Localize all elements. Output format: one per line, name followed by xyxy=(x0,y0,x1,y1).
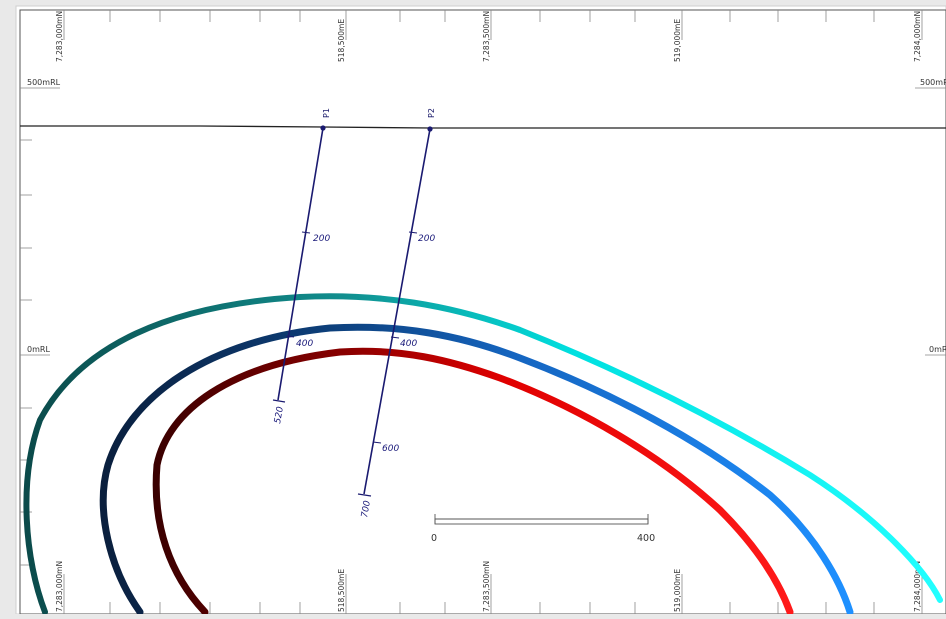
horizon-outer xyxy=(23,293,943,614)
top-label-3: 519,000mE xyxy=(673,19,682,62)
drillhole-p2-name: P2 xyxy=(427,108,436,118)
drillhole-p1[interactable] xyxy=(272,125,326,403)
p2-end-depth: 700 xyxy=(360,500,373,519)
collar-p1-marker xyxy=(320,125,326,131)
scale-bar xyxy=(434,514,649,525)
bottom-label-4: 7,284,000mN xyxy=(913,561,922,612)
top-label-2: 7,283,500mN xyxy=(482,11,491,62)
scale-bar-start-label: 0 xyxy=(431,533,437,544)
rl-right-500: 500mRL xyxy=(920,78,946,87)
drillhole-p2[interactable] xyxy=(357,126,433,497)
drillhole-p1-name: P1 xyxy=(322,108,331,118)
p1-depth-200: 200 xyxy=(313,234,330,244)
top-grid-ticks xyxy=(63,10,923,40)
top-label-1: 518,500mE xyxy=(337,19,346,62)
bottom-grid-ticks xyxy=(63,574,923,614)
bottom-label-3: 519,000mE xyxy=(673,569,682,612)
rl-left-0: 0mRL xyxy=(27,345,50,354)
bottom-label-0: 7,283,000mN xyxy=(55,561,64,612)
rl-right-0: 0mRL xyxy=(929,345,946,354)
p1-end-depth: 520 xyxy=(273,406,286,425)
bottom-label-2: 7,283,500mN xyxy=(482,561,491,612)
horizon-inner xyxy=(152,347,794,614)
p2-depth-200: 200 xyxy=(418,234,435,244)
bottom-label-1: 518,500mE xyxy=(337,569,346,612)
rl-left-500: 500mRL xyxy=(27,78,61,87)
top-label-0: 7,283,000mN xyxy=(55,11,64,62)
collar-p2-marker xyxy=(427,126,433,132)
top-label-4: 7,284,000mN xyxy=(913,11,922,62)
scale-bar-end-label: 400 xyxy=(637,533,655,544)
p2-depth-600: 600 xyxy=(382,444,399,454)
p2-depth-400: 400 xyxy=(400,339,417,349)
p1-depth-400: 400 xyxy=(296,339,313,349)
horizon-middle xyxy=(99,323,854,614)
rl-ticks xyxy=(20,87,946,566)
